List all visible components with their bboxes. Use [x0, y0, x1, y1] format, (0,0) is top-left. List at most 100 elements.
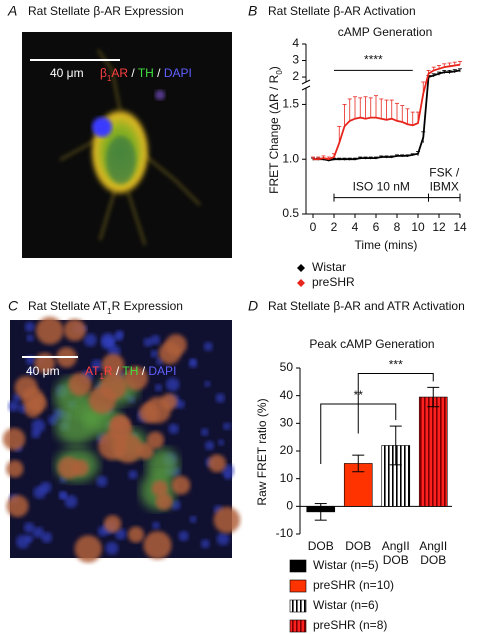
neuron: [165, 334, 187, 356]
nucleus: [41, 531, 53, 543]
annotation: ****: [364, 53, 383, 67]
neuron: [213, 506, 241, 534]
nucleus: [150, 334, 161, 345]
nucleus: [200, 428, 209, 437]
neuron: [208, 454, 227, 473]
neuron: [35, 316, 64, 345]
nucleus: [33, 486, 47, 499]
micrograph: [22, 32, 232, 258]
series-line: [313, 69, 461, 162]
text-part: DAPI: [148, 364, 176, 378]
x-tick-label: AngII: [382, 539, 410, 553]
nucleus: [165, 377, 180, 392]
legend-label: preSHR (n=8): [313, 618, 387, 632]
nucleus: [115, 528, 127, 540]
nucleus: [32, 526, 44, 539]
nucleus: [188, 359, 198, 369]
axis-break: [301, 79, 311, 85]
y-tick-label: 0: [286, 499, 293, 513]
neuron: [171, 475, 191, 495]
panel-title: Rat Stellate β-AR and ATR Activation: [268, 299, 465, 313]
nucleus: [224, 472, 232, 480]
y-tick-label: 3: [292, 53, 299, 67]
legend-swatch: [289, 559, 307, 573]
text-part: /: [138, 364, 148, 378]
nucleus: [91, 359, 103, 371]
nucleus: [178, 530, 189, 542]
legend-label: Wistar: [312, 260, 346, 274]
annotation: FSK /: [429, 166, 460, 180]
neuron: [2, 427, 26, 451]
text-part: Rat Stellate β-AR and ATR Activation: [268, 299, 465, 313]
nucleus: [170, 500, 181, 511]
neuron: [29, 394, 47, 413]
text-part: 1: [107, 74, 112, 83]
nucleus: [204, 440, 215, 451]
bar: [418, 396, 448, 507]
text-part: TH: [138, 66, 154, 80]
y-tick-label: 1.5: [282, 97, 299, 111]
nucleus: [23, 522, 35, 534]
text-part: ): [267, 66, 281, 70]
legend-swatch: [289, 599, 307, 613]
chart-title: cAMP Generation: [338, 25, 433, 39]
neuron: [160, 393, 178, 410]
neuron: [146, 431, 165, 449]
micrograph: [2, 316, 241, 563]
y-tick-label: -10: [276, 526, 294, 540]
x-tick-label: AngII: [419, 539, 447, 553]
x-tick-label: 0: [310, 220, 317, 234]
nucleus: [128, 470, 138, 480]
legend-marker: [297, 279, 305, 287]
nucleus: [218, 439, 225, 446]
text-part: Rat Stellate β-AR Expression: [28, 4, 184, 18]
y-tick-label: 4: [292, 36, 299, 50]
stain-label: β1AR / TH / DAPI: [100, 66, 192, 82]
legend-swatch: [289, 619, 307, 633]
nucleus: [96, 475, 108, 487]
neuron: [127, 526, 145, 543]
legend-label: preSHR: [312, 275, 355, 289]
neuron: [74, 535, 102, 563]
y-tick-label: 20: [280, 443, 294, 457]
y-axis-label: Raw FRET ratio (%): [255, 398, 269, 505]
neuron: [155, 492, 173, 511]
legend-label: Wistar (n=5): [313, 558, 379, 572]
y-tick-label: 40: [280, 388, 294, 402]
neuron: [151, 480, 168, 497]
stain-label: AT1R / TH / DAPI: [85, 364, 176, 380]
y-tick-label: 0.5: [282, 206, 299, 220]
nucleus: [24, 321, 35, 333]
nucleus: [204, 380, 211, 387]
x-tick-label: 6: [373, 220, 380, 234]
nucleus: [58, 490, 67, 500]
nucleus: [31, 429, 41, 439]
text-part: /: [128, 66, 138, 80]
nucleus: [215, 393, 225, 403]
nucleus: [150, 349, 159, 358]
neuron: [103, 515, 122, 533]
panel-label: D: [248, 298, 258, 314]
x-tick-label: 10: [411, 220, 425, 234]
text-part: AR: [111, 66, 128, 80]
text-part: FRET Change (ΔR / R: [267, 74, 281, 193]
panel-title: Rat Stellate AT1R Expression: [28, 299, 183, 315]
bar: [381, 445, 411, 507]
neuron: [68, 372, 92, 397]
legend-swatch: [289, 579, 307, 593]
x-tick-label: 14: [453, 220, 467, 234]
neuron: [100, 372, 127, 400]
text-part: Rat Stellate AT: [28, 299, 108, 313]
y-tick-label: 1.0: [282, 151, 299, 165]
x-axis-label: Time (mins): [355, 238, 418, 252]
significance-bracket: [357, 373, 434, 434]
axis-break: [301, 85, 311, 91]
neuron: [57, 456, 80, 479]
text-part: R: [104, 364, 113, 378]
nucleus: [101, 332, 115, 347]
text-part: R Expression: [112, 299, 183, 313]
neuron: [63, 318, 86, 342]
text-part: TH: [122, 364, 138, 378]
x-tick-label: 4: [352, 220, 359, 234]
